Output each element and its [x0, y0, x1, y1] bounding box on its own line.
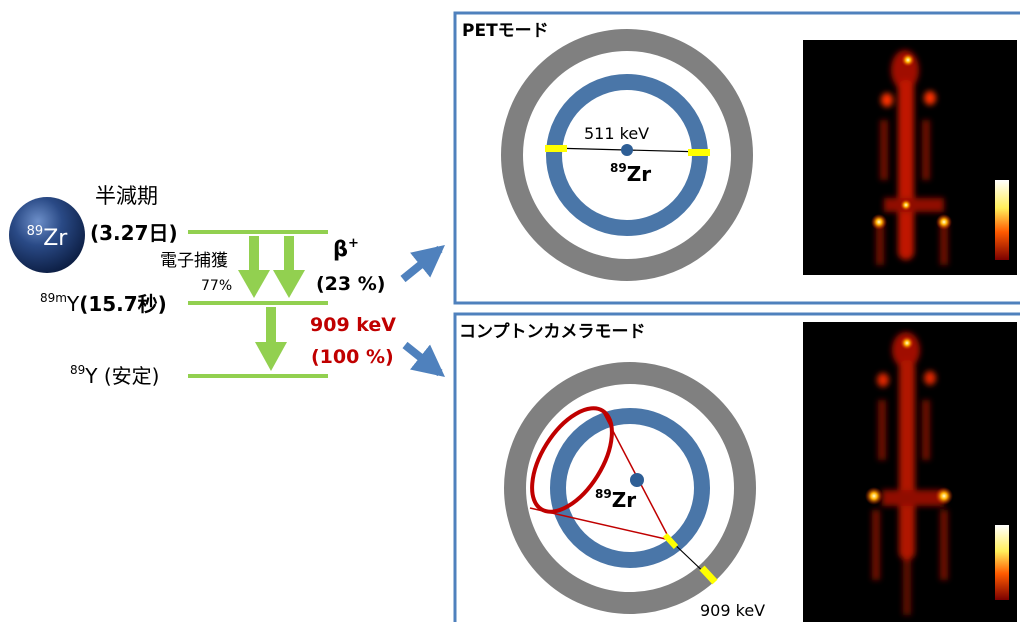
pet-panel-title: PETモード — [462, 21, 549, 41]
decay-scheme: 89Zr 半減期 (3.27日) 電子捕獲 77% β+ (23 %) 89mY… — [9, 184, 445, 388]
capture-arrow-1 — [238, 236, 270, 298]
gamma-arrow — [255, 307, 287, 371]
compton-color-scale — [995, 525, 1009, 600]
pet-source-label: 89Zr — [610, 161, 651, 186]
compton-outer-ring — [504, 362, 756, 614]
pet-hit-right — [688, 149, 710, 156]
compton-inner-ring — [550, 408, 710, 568]
capture-percent: 77% — [201, 278, 232, 294]
beta-label: β+ — [333, 236, 359, 261]
half-life-label: 半減期 — [95, 184, 158, 208]
pet-image — [803, 40, 1017, 275]
pet-color-scale — [995, 180, 1009, 260]
compton-absorb-hit — [699, 565, 718, 585]
pet-panel: PETモード 511 keV 89Zr — [453, 11, 1020, 305]
zr-sphere — [9, 197, 85, 273]
arrow-to-pet — [400, 244, 445, 283]
compton-panel-title: コンプトンカメラモード — [459, 321, 646, 342]
arrow-to-compton — [402, 341, 445, 377]
compton-image — [803, 322, 1017, 622]
compton-energy-label: 909 keV — [700, 601, 765, 620]
beta-percent: (23 %) — [316, 273, 385, 295]
gamma-percent: (100 %) — [311, 346, 394, 368]
gamma-energy: 909 keV — [310, 314, 396, 336]
zr-sphere-mass: 89 — [27, 224, 44, 239]
half-life-value: (3.27日) — [90, 221, 178, 245]
pet-source-dot — [621, 144, 633, 156]
compton-scatter-hit — [662, 532, 679, 550]
pet-energy-label: 511 keV — [584, 124, 649, 143]
zr-sphere-symbol: Zr — [43, 226, 68, 251]
compton-panel: コンプトンカメラモード 89Zr 909 keV — [453, 312, 1020, 622]
pet-outer-ring — [501, 29, 753, 281]
compton-source-dot — [630, 473, 644, 487]
stable-label: 89Y (安定) — [70, 363, 159, 388]
zr-sphere-label: 89Zr — [27, 224, 69, 251]
metastable-label: 89mY(15.7秒) — [40, 291, 167, 316]
compton-source-label: 89Zr — [595, 487, 636, 512]
pet-hit-left — [545, 145, 567, 152]
capture-label: 電子捕獲 — [160, 251, 228, 271]
capture-arrow-2 — [273, 236, 305, 298]
